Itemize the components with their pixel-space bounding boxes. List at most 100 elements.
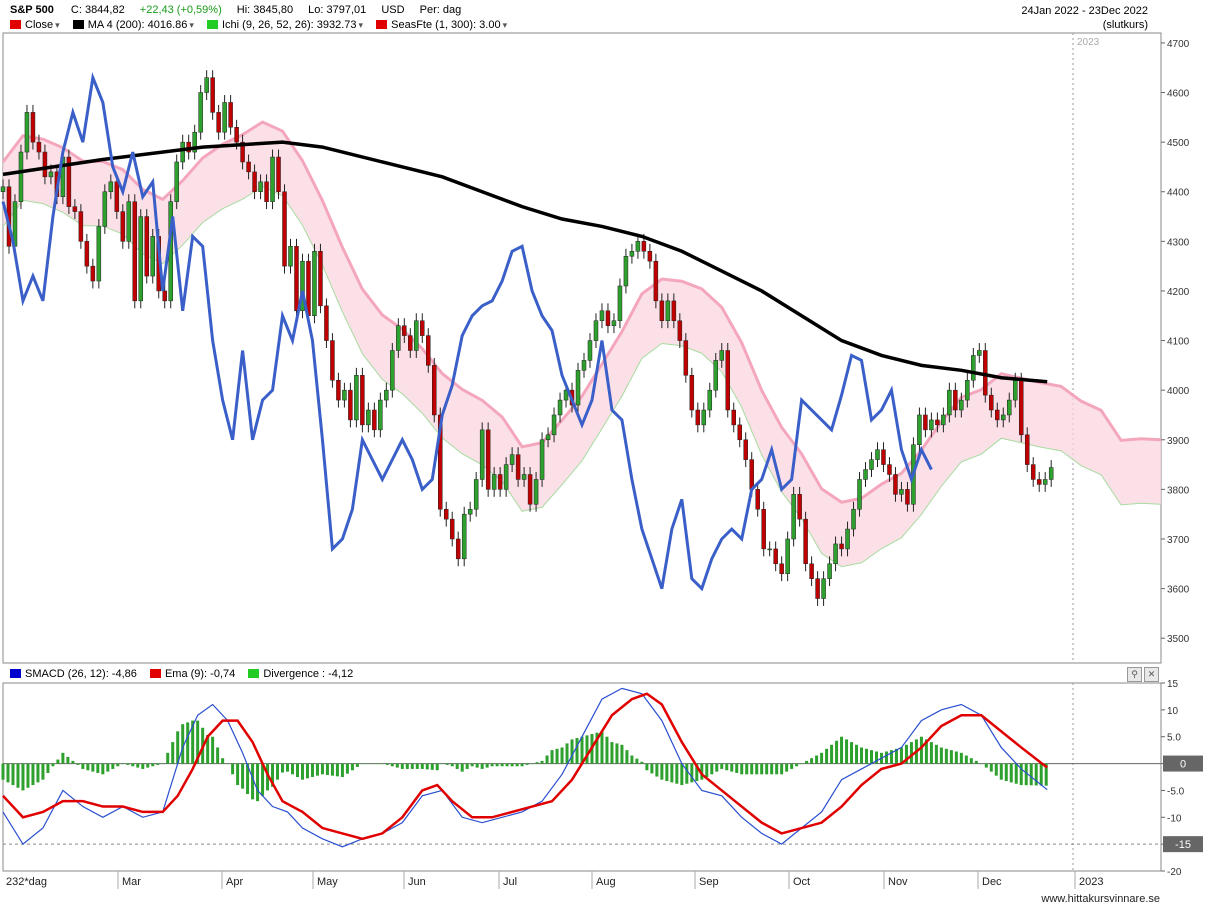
dropdown-icon[interactable]: ▾ xyxy=(189,20,194,30)
legend-seasfte[interactable]: SeasFte (1, 300): 3.00 ▾ xyxy=(376,19,507,31)
period-label: Per: dag xyxy=(419,4,462,16)
candle xyxy=(0,186,6,192)
divergence-bar xyxy=(974,760,978,764)
divergence-bar xyxy=(780,763,784,775)
divergence-bar xyxy=(380,763,384,765)
legend-divergence[interactable]: Divergence : -4,12 xyxy=(248,668,353,680)
divergence-bar xyxy=(570,739,574,764)
dropdown-icon[interactable]: ▾ xyxy=(358,20,364,30)
candle xyxy=(617,285,623,321)
candle xyxy=(30,112,36,143)
divergence-bar xyxy=(51,763,55,767)
candle xyxy=(551,414,557,436)
divergence-bar xyxy=(131,763,135,767)
candle xyxy=(192,131,197,153)
y-tick-label: 4700 xyxy=(1167,39,1190,50)
candle xyxy=(210,77,215,113)
legend-smacd[interactable]: SMACD (26, 12): -4,86 xyxy=(10,668,137,680)
legend-close[interactable]: Close ▾ xyxy=(10,19,60,31)
candle xyxy=(881,449,886,465)
candle xyxy=(869,459,874,470)
y-tick-label: 15 xyxy=(1167,679,1179,690)
candle xyxy=(24,112,30,153)
candle xyxy=(336,379,341,401)
divergence-bar xyxy=(21,763,25,791)
seasfte-swatch xyxy=(376,20,388,29)
divergence-bar xyxy=(810,758,814,764)
divergence-bar xyxy=(465,763,469,769)
divergence-bar xyxy=(61,752,65,764)
divergence-bar xyxy=(994,763,998,776)
candle xyxy=(893,474,898,495)
candle xyxy=(857,479,862,510)
candle xyxy=(1048,467,1054,480)
divergence-bar xyxy=(86,763,90,771)
candle xyxy=(671,300,677,321)
legend-ichi[interactable]: Ichi (9, 26, 52, 26): 3932.73 ▾ xyxy=(207,19,363,31)
candle xyxy=(917,414,922,445)
candle xyxy=(575,370,581,406)
candle xyxy=(360,375,365,426)
divergence-bar xyxy=(345,763,349,774)
candle xyxy=(497,474,503,490)
divergence-bar xyxy=(605,736,609,764)
candle xyxy=(270,156,275,202)
divergence-bar xyxy=(395,763,399,768)
candle xyxy=(971,355,976,381)
axis-value-box xyxy=(1163,836,1203,853)
divergence-bar xyxy=(715,763,719,772)
divergence-bar xyxy=(525,763,529,765)
x-tick-label: Jun xyxy=(408,876,426,888)
divergence-bar xyxy=(865,748,869,764)
candle xyxy=(785,538,790,574)
candle xyxy=(246,161,251,173)
y-tick-label: 4400 xyxy=(1167,188,1190,199)
candle xyxy=(977,350,982,356)
candle xyxy=(851,508,856,530)
divergence-bar xyxy=(425,763,429,770)
date-range: 24Jan 2022 - 23Dec 2022 (slutkurs) xyxy=(1021,5,1148,31)
dropdown-icon[interactable]: ▾ xyxy=(502,20,508,30)
ema-line xyxy=(2,692,1048,841)
y-tick-label: 5.0 xyxy=(1167,733,1181,744)
candle xyxy=(701,409,707,426)
divergence-bar xyxy=(430,763,434,770)
divergence-bar xyxy=(405,763,409,769)
divergence-bar xyxy=(390,763,394,767)
candle xyxy=(947,389,952,416)
candle xyxy=(833,543,838,565)
divergence-bar xyxy=(670,763,674,783)
divergence-bar xyxy=(760,763,764,775)
close-swatch xyxy=(10,20,21,29)
divergence-bar xyxy=(884,751,888,764)
candle xyxy=(240,141,245,163)
candle xyxy=(78,211,84,242)
x-tick-label: Nov xyxy=(888,876,908,888)
divergence-bar xyxy=(176,731,180,764)
divergence-bar xyxy=(600,731,604,764)
close-panel-icon[interactable]: ✕ xyxy=(1144,667,1159,682)
divergence-bar xyxy=(800,763,804,765)
divergence-bar xyxy=(530,763,534,765)
divergence-bar xyxy=(1004,763,1008,782)
divergence-bar xyxy=(510,763,514,767)
divergence-bar xyxy=(805,760,809,764)
divergence-bar xyxy=(31,763,35,786)
legend-ma[interactable]: MA 4 (200): 4016.86 ▾ xyxy=(72,19,194,31)
candle xyxy=(491,474,497,490)
divergence-bar xyxy=(1014,763,1018,784)
legend-ema[interactable]: Ema (9): -0,74 xyxy=(149,668,235,680)
divergence-bar xyxy=(515,763,519,767)
ema-swatch xyxy=(149,669,161,678)
dropdown-icon[interactable]: ▾ xyxy=(55,20,60,30)
candle xyxy=(479,429,485,480)
divergence-bar xyxy=(490,763,494,767)
symbol-name: S&P 500 xyxy=(10,4,54,16)
candle xyxy=(42,151,48,178)
divergence-bar xyxy=(236,763,240,786)
divergence-bar xyxy=(745,763,749,775)
divergence-bar xyxy=(400,763,404,769)
divergence-bar xyxy=(81,763,85,769)
zoom-icon[interactable]: ⚲ xyxy=(1127,667,1142,682)
